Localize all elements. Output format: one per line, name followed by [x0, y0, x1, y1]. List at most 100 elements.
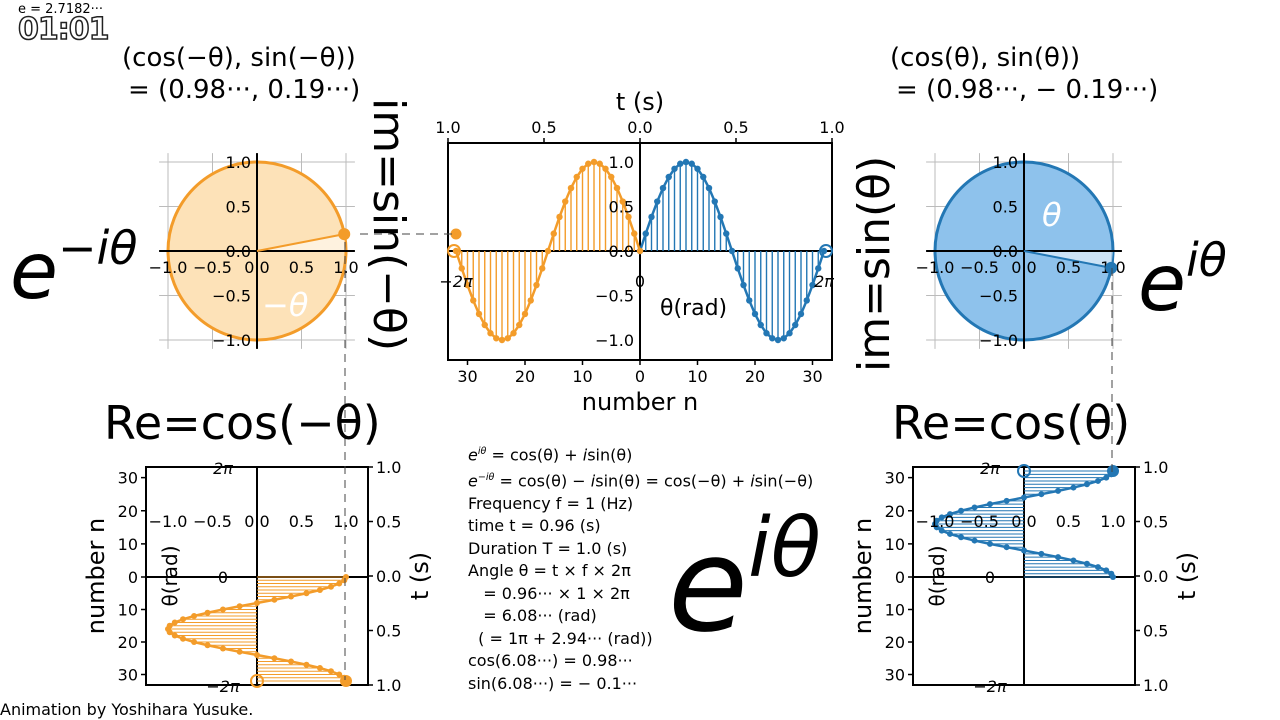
y-tick-label: −1.0	[212, 331, 251, 350]
credit-label: Animation by Yoshihara Yusuke.	[0, 700, 254, 719]
x-tick-label: 0.5	[1056, 512, 1081, 531]
y-tick-label: 1.0	[609, 153, 634, 172]
formula-line: Duration T = 1.0 (s)	[468, 538, 628, 558]
cosine-left-chart: 30 20 10 0 10 20 30 1.0 0.5 0.0 0.5 1.0 −1.0 −0.5 0.0 0…	[82, 458, 434, 696]
sample-point	[723, 230, 730, 237]
sample-point	[717, 213, 724, 221]
current-point	[340, 675, 352, 687]
theta-tick-label: 2π	[814, 272, 834, 291]
e-value-label: e = 2.7182···	[18, 2, 104, 17]
current-point	[338, 228, 351, 241]
right-exp-base: e	[1138, 239, 1186, 329]
sample-point	[254, 600, 260, 606]
right-exp-power: iθ	[1186, 233, 1227, 287]
left-angle-label: −θ	[262, 286, 309, 324]
sample-point	[236, 648, 243, 655]
sample-point	[648, 213, 655, 221]
sample-point	[171, 632, 178, 639]
bottom-tick-label: 20	[515, 367, 535, 386]
sample-point	[1055, 487, 1062, 494]
x-tick-label: 0.0	[244, 258, 269, 277]
top-tick-label: 0.5	[531, 118, 556, 137]
sample-point	[1083, 481, 1090, 488]
sample-point	[219, 606, 226, 613]
sample-point	[204, 609, 211, 616]
sample-point	[780, 335, 787, 342]
sample-point	[236, 603, 243, 610]
end-marker	[250, 674, 264, 688]
sample-point	[1021, 494, 1027, 501]
sample-point	[1070, 484, 1077, 491]
sample-point	[166, 629, 173, 636]
sample-point	[971, 537, 978, 544]
sample-point	[1003, 544, 1010, 551]
y-tick-label: 1.0	[993, 153, 1018, 172]
left-tick-label: 30	[885, 666, 905, 685]
sample-point	[336, 580, 343, 587]
end-marker	[819, 244, 833, 258]
sample-point	[734, 265, 741, 272]
sample-point	[271, 655, 278, 662]
sample-point	[481, 321, 488, 329]
right-axis-label: t (s)	[406, 552, 434, 600]
left-exp-base: e	[10, 227, 58, 317]
y-tick-label: 0.0	[993, 242, 1018, 261]
unit-circle-right-chart: −1.0−0.50.00.51.01.00.50.0−0.5−1.0	[916, 153, 1126, 350]
sample-point	[191, 639, 198, 645]
right-tick-label: 0.5	[1143, 622, 1168, 641]
sample-point	[328, 668, 335, 675]
sample-point	[797, 310, 805, 318]
sample-point	[521, 310, 529, 318]
right-tick-label: 0.0	[376, 567, 401, 586]
sample-point	[1038, 550, 1045, 557]
sample-point	[613, 184, 621, 192]
left-tick-label: 30	[118, 666, 138, 685]
timer-display: 01:01	[17, 11, 110, 48]
left-tick-label: 0	[128, 568, 138, 587]
sample-point	[1095, 477, 1102, 484]
sample-point	[179, 616, 186, 623]
theta-tick-label: 2π	[213, 459, 233, 478]
sample-point	[986, 540, 993, 547]
end-marker	[447, 244, 461, 258]
theta-tick-label: −2π	[439, 272, 473, 291]
sample-point	[1070, 557, 1077, 564]
theta-tick-label: −2π	[206, 677, 240, 696]
sample-point	[946, 511, 953, 518]
sample-point	[470, 297, 477, 304]
sample-point	[602, 165, 609, 172]
sample-point	[539, 265, 546, 272]
sample-point	[590, 158, 598, 166]
formula-line: = 6.08··· (rad)	[468, 606, 597, 626]
left-tick-label: 20	[885, 502, 905, 521]
x-tick-label: −1.0	[916, 258, 955, 277]
right-coord-line1: (cos(θ), sin(θ))	[890, 43, 1081, 73]
sample-point	[740, 281, 747, 289]
current-point	[1107, 465, 1119, 477]
sample-point	[573, 173, 580, 181]
sample-point	[1083, 560, 1090, 567]
bottom-tick-label: 10	[572, 367, 592, 386]
projection-guides	[344, 233, 1113, 680]
formula-line: Frequency f = 1 (Hz)	[468, 493, 634, 513]
x-tick-label: 0.5	[1056, 258, 1081, 277]
x-tick-label: −1.0	[149, 258, 188, 277]
sample-point	[763, 330, 770, 337]
sample-point	[728, 247, 736, 255]
x-tick-label: −0.5	[193, 258, 232, 277]
sample-point	[1038, 491, 1045, 498]
y-tick-label: 0.0	[226, 242, 251, 261]
sample-point	[288, 658, 295, 665]
sample-point	[809, 281, 816, 289]
sample-point	[328, 583, 335, 590]
y-tick-label: 0.0	[609, 242, 634, 261]
center-exp-base: e	[668, 509, 748, 661]
sample-point	[550, 230, 557, 237]
sample-point	[458, 265, 465, 272]
formula-list: eiθ = cos(θ) + isin(θ) e−iθ = cos(θ) − i…	[468, 441, 813, 695]
current-point	[450, 228, 462, 240]
left-tick-label: 30	[885, 469, 905, 488]
sample-point	[1055, 554, 1062, 561]
sample-point	[452, 247, 460, 255]
